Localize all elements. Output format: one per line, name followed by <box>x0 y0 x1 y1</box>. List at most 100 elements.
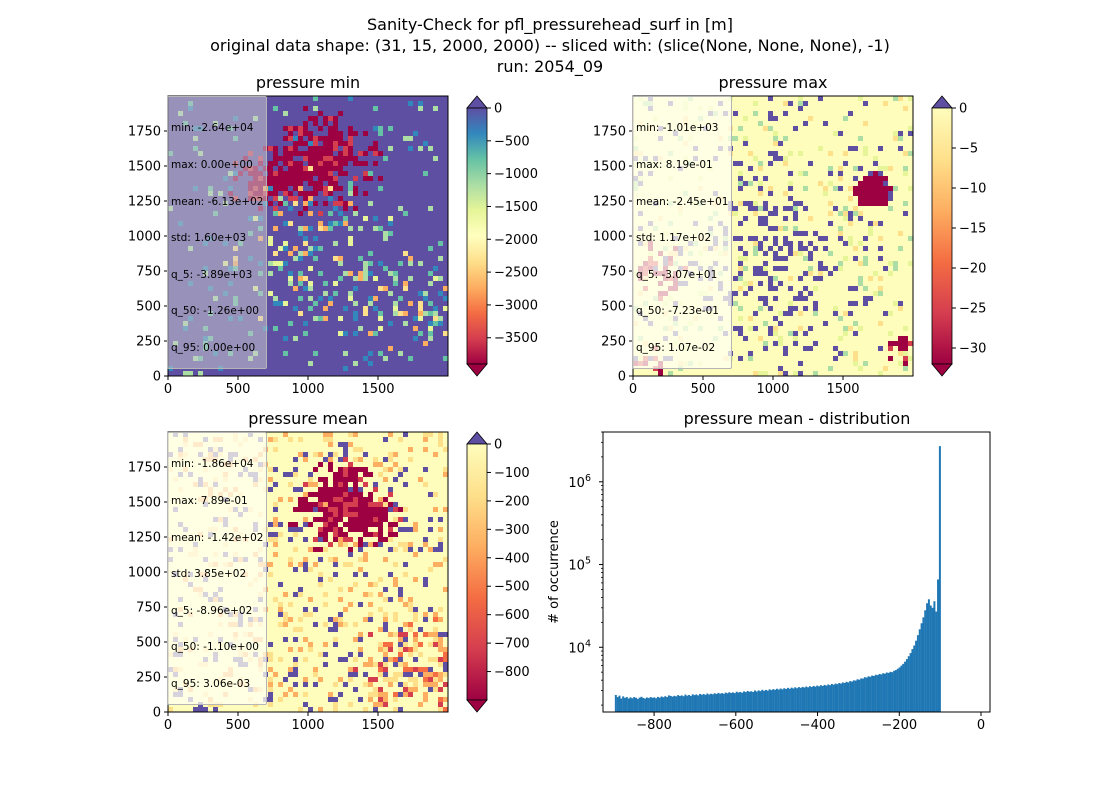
heatmap-cell <box>398 682 403 687</box>
heatmap-cell <box>378 472 383 477</box>
heatmap-cell <box>328 452 333 457</box>
heatmap-cell <box>438 657 443 662</box>
heatmap-cell <box>273 106 278 111</box>
histogram-bar <box>717 692 720 712</box>
heatmap-cell <box>733 136 738 141</box>
heatmap-cell <box>308 136 313 141</box>
histogram-bar <box>706 693 709 712</box>
heatmap-cell <box>818 236 823 241</box>
heatmap-cell <box>803 186 808 191</box>
colorbar-tick-label: −500 <box>494 134 530 149</box>
heatmap-cell <box>283 176 288 181</box>
histogram-bar <box>711 694 714 712</box>
heatmap-cell <box>393 632 398 637</box>
heatmap-cell <box>373 331 378 336</box>
heatmap-cell <box>313 146 318 151</box>
heatmap-cell <box>323 116 328 121</box>
heatmap-cell <box>823 121 828 126</box>
histogram-bar <box>772 689 775 712</box>
heatmap-cell <box>788 301 793 306</box>
heatmap-cell <box>273 447 278 452</box>
heatmap-cell <box>898 246 903 251</box>
heatmap-cell <box>818 181 823 186</box>
heatmap-cell <box>348 291 353 296</box>
heatmap-cell <box>288 527 293 532</box>
heatmap-cell <box>733 211 738 216</box>
heatmap-cell <box>818 271 823 276</box>
heatmap-cell <box>888 311 893 316</box>
heatmap-cell <box>843 331 848 336</box>
heatmap-cell <box>338 171 343 176</box>
heatmap-cell <box>308 146 313 151</box>
heatmap-cell <box>408 672 413 677</box>
heatmap-cell <box>318 146 323 151</box>
colorbar-tick-label: −100 <box>494 466 530 481</box>
heatmap-cell <box>393 502 398 507</box>
heatmap-cell <box>393 306 398 311</box>
histogram-bar <box>660 696 663 712</box>
heatmap-cell <box>293 547 298 552</box>
heatmap-cell <box>388 321 393 326</box>
heatmap-cell <box>308 161 313 166</box>
heatmap-cell <box>803 346 808 351</box>
heatmap-cell <box>378 697 383 702</box>
heatmap-cell <box>283 612 288 617</box>
histogram-bar <box>656 696 659 712</box>
heatmap-cell <box>378 687 383 692</box>
heatmap-cell <box>783 241 788 246</box>
colorbar-tick-label: −800 <box>494 665 530 680</box>
heatmap-cell <box>403 211 408 216</box>
heatmap-cell <box>338 111 343 116</box>
heatmap-cell <box>323 477 328 482</box>
heatmap-cell <box>363 527 368 532</box>
heatmap-cell <box>423 447 428 452</box>
histogram-bar <box>836 684 839 712</box>
heatmap-cell <box>843 216 848 221</box>
y-tick-label: 1250 <box>128 195 161 210</box>
heatmap-cell <box>788 171 793 176</box>
heatmap-cell <box>863 286 868 291</box>
heatmap-cell <box>798 96 803 101</box>
heatmap-cell <box>398 587 403 592</box>
heatmap-cell <box>288 196 293 201</box>
heatmap-cell <box>873 186 878 191</box>
colorbar-tick-label: −1000 <box>494 167 538 182</box>
heatmap-cell <box>398 647 403 652</box>
heatmap-cell <box>343 492 348 497</box>
heatmap-cell <box>343 682 348 687</box>
heatmap-cell <box>348 702 353 707</box>
heatmap-cell <box>758 161 763 166</box>
heatmap-cell <box>343 542 348 547</box>
heatmap-cell <box>438 527 443 532</box>
heatmap-cell <box>273 151 278 156</box>
heatmap-cell <box>343 452 348 457</box>
heatmap-cell <box>423 482 428 487</box>
panel-title-pressure-mean: pressure mean <box>248 409 368 428</box>
heatmap-cell <box>388 532 393 537</box>
x-tick-label: 0 <box>164 718 172 733</box>
heatmap-cell <box>393 672 398 677</box>
histogram-bar <box>647 698 650 712</box>
heatmap-cell <box>393 617 398 622</box>
heatmap-cell <box>373 161 378 166</box>
heatmap-cell <box>288 161 293 166</box>
heatmap-cell <box>763 261 768 266</box>
heatmap-cell <box>398 296 403 301</box>
heatmap-cell <box>293 136 298 141</box>
heatmap-cell <box>283 191 288 196</box>
heatmap-cell <box>398 507 403 512</box>
heatmap-cell <box>343 487 348 492</box>
heatmap-cell <box>278 196 283 201</box>
heatmap-cell <box>363 482 368 487</box>
histogram-bar <box>931 607 934 712</box>
heatmap-cell <box>308 201 313 206</box>
heatmap-cell <box>883 181 888 186</box>
heatmap-cell <box>318 652 323 657</box>
heatmap-cell <box>378 627 383 632</box>
heatmap-cell <box>858 241 863 246</box>
heatmap-cell <box>778 281 783 286</box>
heatmap-cell <box>383 557 388 562</box>
histogram-bar <box>735 691 738 712</box>
y-tick-label: 106 <box>568 473 591 491</box>
heatmap-cell <box>308 502 313 507</box>
